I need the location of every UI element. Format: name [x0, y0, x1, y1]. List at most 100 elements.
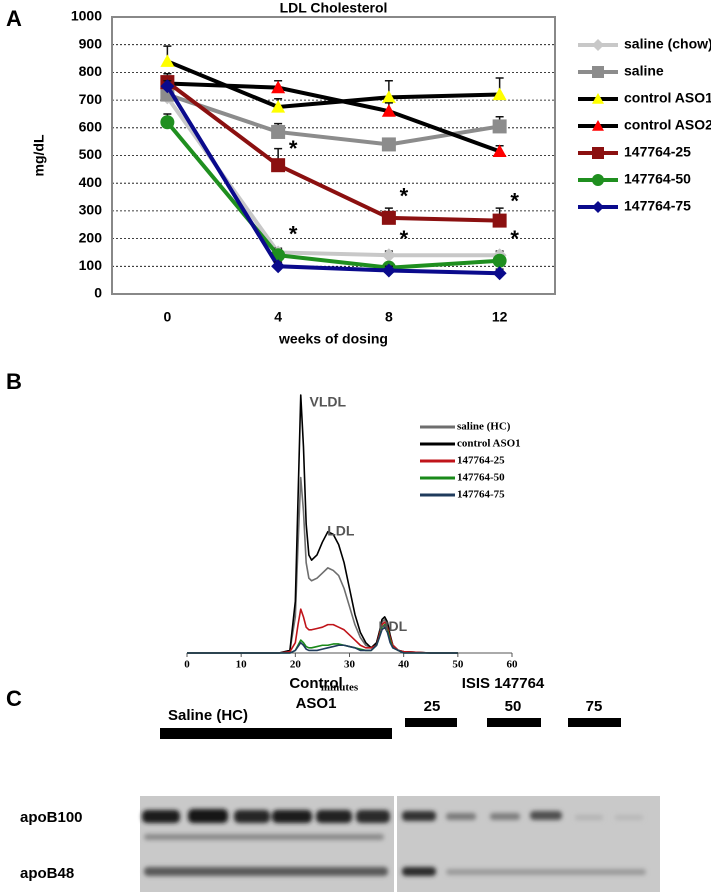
marker [381, 104, 396, 117]
marker [271, 158, 286, 173]
x-tick-label: 0 [163, 309, 171, 325]
annotation: VLDL [310, 393, 347, 409]
legend-label: 147764-25 [457, 455, 505, 467]
blot-band [402, 867, 436, 876]
plot-frame [111, 16, 556, 295]
legend-label: saline (HC) [457, 421, 511, 433]
marker [492, 119, 507, 134]
marker [271, 80, 286, 94]
annotation: * [510, 226, 519, 251]
x-tick-label: 4 [274, 309, 282, 325]
x-tick-label: 8 [385, 309, 393, 325]
blot-band [272, 810, 312, 823]
y-tick-label: 900 [79, 35, 103, 51]
dose-bar [568, 718, 621, 727]
legend-marker [592, 39, 604, 51]
annotation: LDL [327, 522, 355, 538]
x-axis-label: minutes [321, 682, 359, 694]
legend-label: 147764-50 [457, 472, 505, 484]
y-tick-label: 0 [94, 285, 102, 301]
marker [271, 100, 286, 113]
legend-marker [592, 93, 604, 104]
band-label: apoB48 [20, 865, 74, 882]
legend-marker [592, 147, 604, 159]
blot-image [140, 796, 660, 892]
legend-label: 147764-25 [624, 144, 691, 160]
legend-label: saline (chow) [624, 36, 711, 52]
panel-label: C [6, 686, 22, 711]
group-bar [279, 728, 392, 739]
legend-label: 147764-75 [624, 198, 691, 214]
marker [381, 210, 396, 225]
annotation: * [510, 188, 519, 213]
y-tick-label: 600 [79, 119, 103, 135]
x-tick-label: 30 [344, 659, 356, 671]
annotation: HDL [378, 618, 407, 634]
marker [492, 87, 507, 101]
y-tick-label: 800 [79, 63, 103, 79]
marker [492, 266, 507, 281]
chart-title: LDL Cholesterol [280, 0, 388, 16]
group-label: Saline (HC) [168, 707, 248, 724]
legend-label: saline [624, 63, 664, 79]
marker [492, 253, 507, 268]
blot-band [575, 815, 603, 820]
marker [271, 124, 286, 139]
blot-band [316, 810, 352, 823]
band-label: apoB100 [20, 809, 83, 826]
x-axis-label: weeks of dosing [278, 331, 388, 347]
marker [492, 213, 507, 228]
legend-label: control ASO1 [624, 90, 711, 106]
blot-band [234, 810, 270, 823]
group-label: ISIS 147764 [462, 675, 545, 692]
marker [271, 259, 286, 274]
y-tick-label: 100 [79, 257, 103, 273]
marker [160, 54, 175, 67]
blot-band [446, 869, 646, 875]
legend-marker [592, 66, 604, 78]
blot-band [144, 834, 384, 840]
blot-band [446, 813, 476, 820]
dose-label: 75 [586, 698, 603, 715]
y-tick-label: 400 [79, 174, 103, 190]
legend-label: control ASO2 [624, 117, 711, 133]
legend-label: 147764-75 [457, 489, 505, 501]
series-line [166, 80, 500, 223]
blot-band [356, 810, 390, 823]
annotation: * [289, 136, 298, 161]
y-tick-label: 700 [79, 91, 103, 107]
series-line [187, 608, 458, 654]
series-line [165, 120, 500, 270]
legend-marker [592, 174, 604, 186]
x-tick-label: 10 [236, 659, 248, 671]
panel-label: A [6, 6, 22, 31]
blot-band [142, 810, 180, 823]
x-tick-label: 60 [507, 659, 519, 671]
group-label: Control [289, 675, 342, 692]
marker [492, 144, 507, 157]
blot-band [188, 809, 228, 823]
marker [381, 248, 396, 263]
legend-label: 147764-50 [624, 171, 691, 187]
y-tick-label: 200 [79, 229, 103, 245]
marker [160, 115, 175, 130]
blot-divider [394, 796, 397, 892]
series-line [187, 394, 458, 654]
group-label: ASO1 [296, 695, 337, 712]
annotation: * [400, 184, 409, 209]
blot-band [530, 811, 562, 820]
annotation: * [289, 222, 298, 247]
marker [381, 90, 396, 103]
x-tick-label: 20 [290, 659, 302, 671]
blot-band [615, 815, 643, 820]
annotation: * [400, 226, 409, 251]
legend-label: control ASO1 [457, 438, 521, 450]
y-axis-label: mg/dL [31, 134, 47, 176]
legend-marker [592, 201, 604, 213]
x-tick-label: 0 [184, 659, 190, 671]
dose-bar [487, 718, 541, 727]
y-tick-label: 500 [79, 146, 103, 162]
x-tick-label: 40 [398, 659, 410, 671]
marker [381, 263, 396, 278]
